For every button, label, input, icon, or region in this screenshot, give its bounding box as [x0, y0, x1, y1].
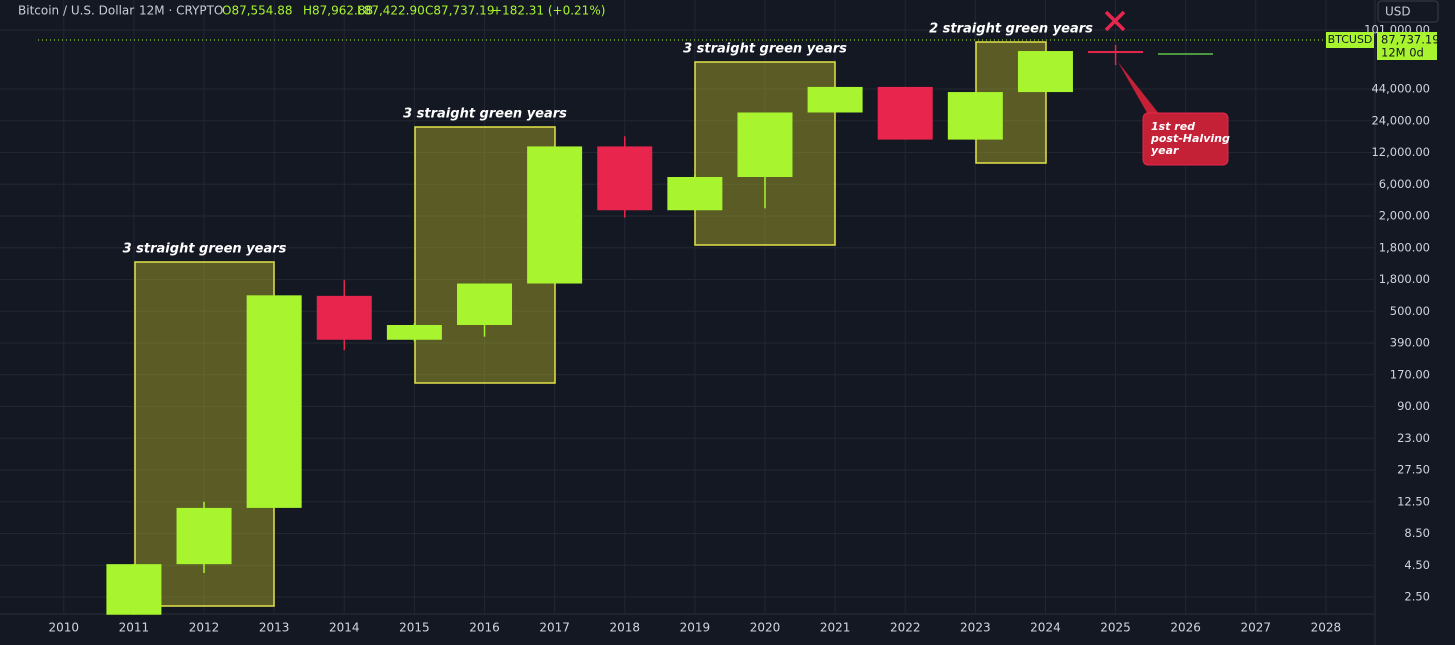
y-tick-label: 12.50 [1397, 494, 1430, 508]
y-tick-label: 1,800.00 [1379, 272, 1430, 286]
y-tick-label: 1,800.00 [1379, 240, 1430, 254]
callout-pointer [1118, 62, 1160, 118]
y-tick-label: 8.50 [1404, 526, 1430, 540]
change: +182.31 (+0.21%) [492, 4, 605, 18]
grid [0, 0, 1375, 614]
open: O87,554.88 [222, 4, 293, 18]
candle-body [737, 112, 793, 177]
y-tick-label: 500.00 [1390, 304, 1430, 318]
x-tick-label: 2015 [399, 621, 430, 635]
y-tick-label: 44,000.00 [1371, 82, 1430, 96]
candle-body [1088, 51, 1144, 54]
high: H87,962.88 [303, 4, 373, 18]
x-tick-label: 2017 [539, 621, 570, 635]
annotation-label: 3 straight green years [683, 42, 847, 57]
interval-label: 12M 0d [1381, 45, 1424, 59]
y-tick-label: 170.00 [1390, 367, 1430, 381]
x-tick-label: 2021 [820, 621, 851, 635]
x-tick-label: 2027 [1241, 621, 1272, 635]
callout-text: year [1151, 144, 1179, 157]
x-tick-label: 2012 [189, 621, 220, 635]
currency[interactable]: USD [1385, 5, 1411, 19]
symbol: Bitcoin / U.S. Dollar [18, 4, 134, 18]
candle-body [246, 295, 302, 508]
y-tick-label: 90.00 [1397, 399, 1430, 413]
last-price-label: 87,737.19 [1381, 32, 1440, 46]
x-tick-label: 2020 [750, 621, 781, 635]
x-tick-label: 2024 [1030, 621, 1061, 635]
x-tick-label: 2011 [119, 621, 150, 635]
price-tag [1377, 31, 1437, 60]
callout-box [1142, 112, 1229, 166]
candle-body [316, 295, 372, 340]
candles [106, 44, 1144, 615]
close: C87,737.19 [425, 4, 494, 18]
candle-body [106, 564, 162, 615]
annotation-label: 3 straight green years [403, 107, 567, 122]
annotation-label: 3 straight green years [123, 242, 287, 257]
x-tick-label: 2026 [1170, 621, 1201, 635]
candle-body [1017, 51, 1073, 93]
interval: 12M · CRYPTO [139, 4, 223, 18]
y-tick-label: 27.50 [1397, 463, 1430, 477]
cross-icon [1104, 10, 1126, 32]
x-tick-label: 2025 [1100, 621, 1131, 635]
series-tag [1326, 31, 1374, 48]
y-tick-label: 4.50 [1404, 558, 1430, 572]
x-tick-label: 2018 [609, 621, 640, 635]
y-tick-label: 23.00 [1397, 431, 1430, 445]
x-tick-label: 2010 [49, 621, 80, 635]
y-tick-label: 2.50 [1404, 590, 1430, 604]
candle-body [807, 86, 863, 113]
x-tick-label: 2028 [1311, 621, 1342, 635]
callout-text: post-Halving [1150, 132, 1230, 145]
candle-body [877, 86, 933, 140]
callout-text: 1st red [1151, 120, 1195, 133]
candle-body [597, 146, 653, 211]
x-tick-label: 2016 [469, 621, 500, 635]
x-tick-label: 2022 [890, 621, 921, 635]
y-tick-label: 2,000.00 [1379, 209, 1430, 223]
candle-body [176, 507, 232, 565]
series-name: BTCUSD [1328, 33, 1373, 46]
candle-body [667, 176, 723, 211]
y-tick-label: 24,000.00 [1371, 113, 1430, 127]
x-tick-label: 2019 [680, 621, 711, 635]
annotation-label: 2 straight green years [929, 22, 1093, 37]
y-tick-label: 390.00 [1390, 336, 1430, 350]
candle-body [386, 324, 442, 340]
candle-body [457, 283, 513, 325]
x-tick-label: 2023 [960, 621, 991, 635]
y-tick-label: 12,000.00 [1371, 145, 1430, 159]
low: L87,422.90 [357, 4, 425, 18]
x-tick-label: 2013 [259, 621, 290, 635]
x-tick-label: 2014 [329, 621, 360, 635]
candle-body [527, 146, 583, 284]
y-tick-label: 6,000.00 [1379, 177, 1430, 191]
currency-button[interactable] [1377, 0, 1439, 23]
candle-body [947, 92, 1003, 140]
